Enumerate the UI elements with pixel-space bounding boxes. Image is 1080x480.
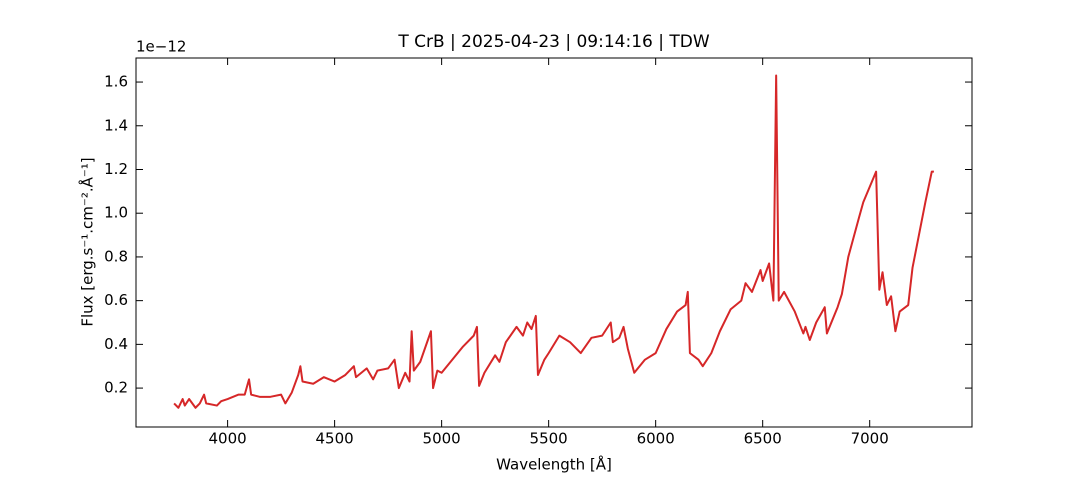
y-tick-label: 0.8 — [104, 247, 128, 265]
y-tick-label: 1.2 — [104, 160, 128, 178]
spectrum-line — [173, 74, 934, 409]
y-tick-label: 1.0 — [104, 204, 128, 222]
y-tick-label: 1.4 — [104, 116, 128, 134]
x-tick-label: 5500 — [530, 430, 568, 448]
y-tick-label: 1.6 — [104, 73, 128, 91]
y-axis-label: Flux [erg.s⁻¹.cm⁻².Å⁻¹] — [78, 157, 97, 326]
offset-label: 1e−12 — [136, 38, 186, 56]
x-tick-label: 7000 — [851, 430, 889, 448]
x-tick-label: 6500 — [744, 430, 782, 448]
x-axis-label: Wavelength [Å] — [496, 455, 612, 474]
y-tick-label: 0.6 — [104, 291, 128, 309]
y-tick-label: 0.2 — [104, 379, 128, 397]
plot-frame — [135, 57, 973, 428]
y-tick-label: 0.4 — [104, 335, 128, 353]
x-tick-label: 5000 — [423, 430, 461, 448]
x-tick-label: 4500 — [316, 430, 354, 448]
chart-title: T CrB | 2025-04-23 | 09:14:16 | TDW — [397, 32, 710, 52]
x-tick-label: 6000 — [637, 430, 675, 448]
x-tick-label: 4000 — [209, 430, 247, 448]
